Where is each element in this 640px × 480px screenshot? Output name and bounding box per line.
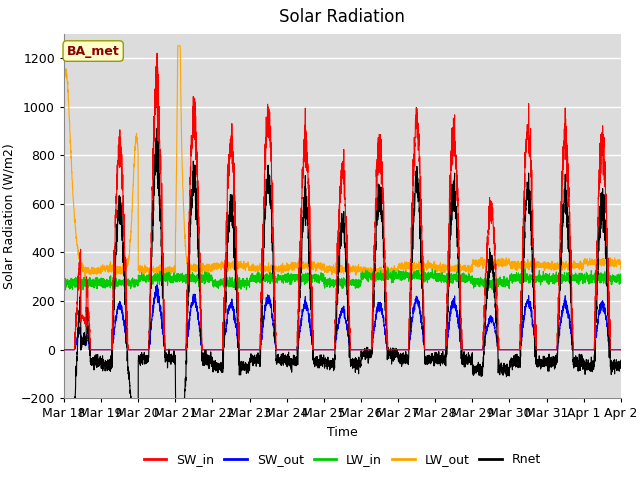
Title: Solar Radiation: Solar Radiation — [280, 9, 405, 26]
X-axis label: Time: Time — [327, 426, 358, 439]
Y-axis label: Solar Radiation (W/m2): Solar Radiation (W/m2) — [2, 143, 15, 289]
Legend: SW_in, SW_out, LW_in, LW_out, Rnet: SW_in, SW_out, LW_in, LW_out, Rnet — [139, 448, 546, 471]
Text: BA_met: BA_met — [67, 45, 120, 58]
